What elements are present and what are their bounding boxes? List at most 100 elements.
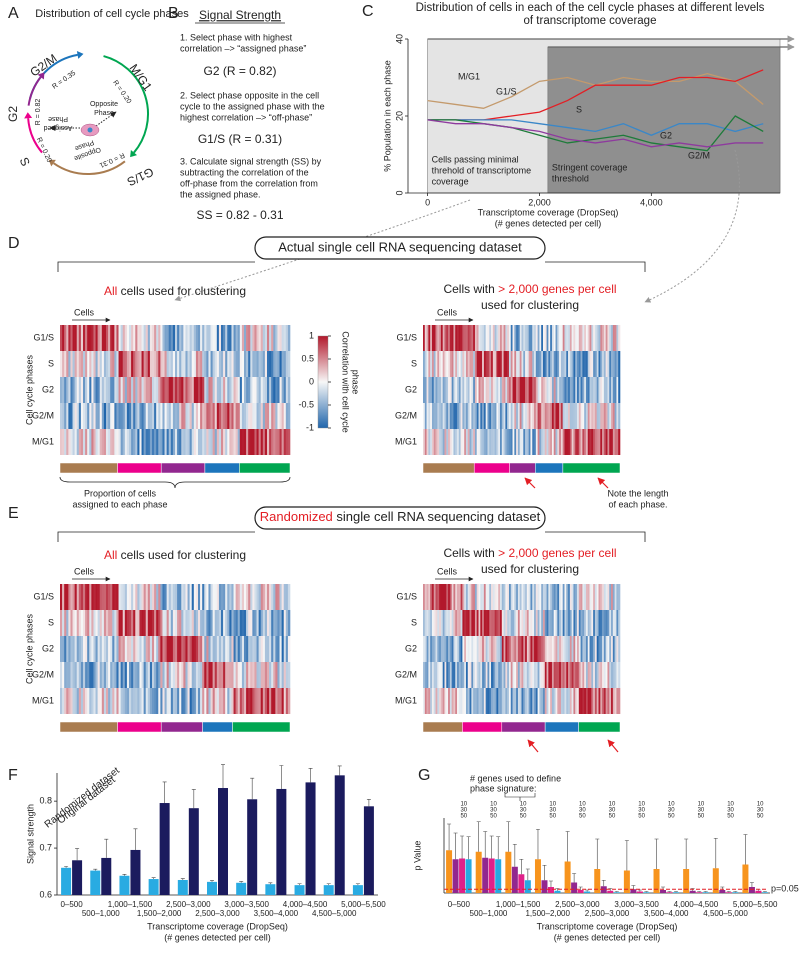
heatmap-cell (482, 584, 485, 610)
heatmap-cell (80, 351, 84, 377)
heatmap-cell (229, 662, 232, 688)
heatmap-cell (271, 610, 274, 636)
heatmap-cell (195, 377, 199, 403)
heatmap-cell (170, 688, 174, 714)
heatmap-cell (603, 662, 606, 688)
heatmap-cell (275, 584, 278, 610)
heatmap-cell (550, 688, 553, 714)
heatmap-cell (562, 351, 565, 377)
heatmap-cell (248, 325, 251, 351)
heatmap-cell (133, 610, 136, 636)
heatmap-cell (435, 610, 438, 636)
heatmap-cell (494, 377, 497, 403)
heatmap-cell (221, 325, 224, 351)
heatmap-cell (532, 636, 535, 662)
heatmap-cell (476, 351, 479, 377)
error-bar (506, 821, 511, 852)
heatmap-cell (202, 377, 205, 403)
heatmap-cell (283, 584, 287, 610)
heatmap-cell (559, 584, 562, 610)
heatmap-cell (85, 584, 88, 610)
heatmap-cell (476, 662, 479, 688)
series-count-label: 10 (698, 802, 705, 808)
heatmap-cell (534, 662, 537, 688)
heatmap-cell (589, 636, 592, 662)
error-bar (466, 836, 471, 860)
heatmap-cell (99, 377, 103, 403)
heatmap-cell (166, 610, 170, 636)
heatmap-cell (108, 688, 111, 714)
heatmap-cell (542, 688, 546, 714)
heatmap-cell (423, 429, 426, 455)
heatmap-cell (78, 610, 82, 636)
heatmap-cell (172, 662, 176, 688)
heatmap-cell (285, 610, 289, 636)
heatmap-cell (193, 325, 197, 351)
heatmap-cell (198, 636, 201, 662)
heatmap-cell (76, 610, 80, 636)
error-bar (572, 873, 577, 883)
heatmap-cell (444, 636, 447, 662)
heatmap-cell (489, 662, 492, 688)
heatmap-cell (482, 377, 485, 403)
clustering-heading: All cells used for clustering (104, 548, 246, 562)
heatmap-cell (70, 636, 73, 662)
heatmap-cell (525, 351, 528, 377)
heatmap-cell (423, 403, 426, 429)
heatmap-cell (137, 403, 140, 429)
heatmap-cell (64, 688, 67, 714)
heatmap-cell (191, 403, 195, 429)
heatmap-cell (494, 610, 497, 636)
heatmap-cell (526, 584, 529, 610)
annotation: # genes used to define (470, 773, 561, 783)
heatmap-cell (548, 377, 551, 403)
heatmap-cell (179, 662, 182, 688)
heatmap-cell (126, 662, 130, 688)
heatmap-cell (525, 662, 528, 688)
heatmap-cell (95, 636, 98, 662)
heatmap-cell (156, 429, 159, 455)
series-label: G2 (660, 130, 672, 140)
heatmap-cell (160, 325, 163, 351)
heatmap-cell (106, 325, 109, 351)
off-phase: G1/S (R = 0.31) (198, 132, 282, 146)
heatmap-cell (191, 662, 195, 688)
heatmap-cell (473, 429, 476, 455)
heatmap-cell (440, 662, 443, 688)
heatmap-cell (578, 636, 581, 662)
heatmap-cell (482, 636, 485, 662)
error-bar (667, 891, 672, 893)
phase-proportion (232, 721, 291, 733)
heatmap-cell (594, 662, 598, 688)
heatmap-cell (426, 403, 429, 429)
heatmap-cell (596, 584, 599, 610)
heatmap-cell (489, 610, 492, 636)
heatmap-cell (273, 688, 276, 714)
error-bar (726, 891, 731, 893)
heatmap-cell (112, 662, 115, 688)
heatmap-cell (76, 688, 80, 714)
error-bar (555, 888, 560, 891)
series-count-label: 50 (727, 814, 734, 820)
heatmap-cell (457, 584, 460, 610)
red-arrow (527, 739, 539, 753)
heatmap-cell (525, 610, 528, 636)
region-label: coverage (432, 176, 469, 186)
heatmap-cell (95, 688, 98, 714)
heatmap-cell (277, 662, 280, 688)
bar (630, 889, 637, 893)
heatmap-cell (129, 662, 132, 688)
heatmap-cell (216, 377, 220, 403)
heatmap-cell (616, 325, 619, 351)
heatmap-cell (550, 636, 553, 662)
heatmap-cell (496, 688, 499, 714)
heatmap-cell (221, 610, 224, 636)
heatmap-cell (559, 403, 562, 429)
bar (660, 890, 667, 893)
heatmap-cell (131, 351, 134, 377)
heatmap-cell (458, 688, 461, 714)
heatmap-cell (60, 429, 63, 455)
heatmap-cell (147, 377, 151, 403)
heatmap-cell (446, 403, 449, 429)
heatmap-cell (126, 584, 130, 610)
